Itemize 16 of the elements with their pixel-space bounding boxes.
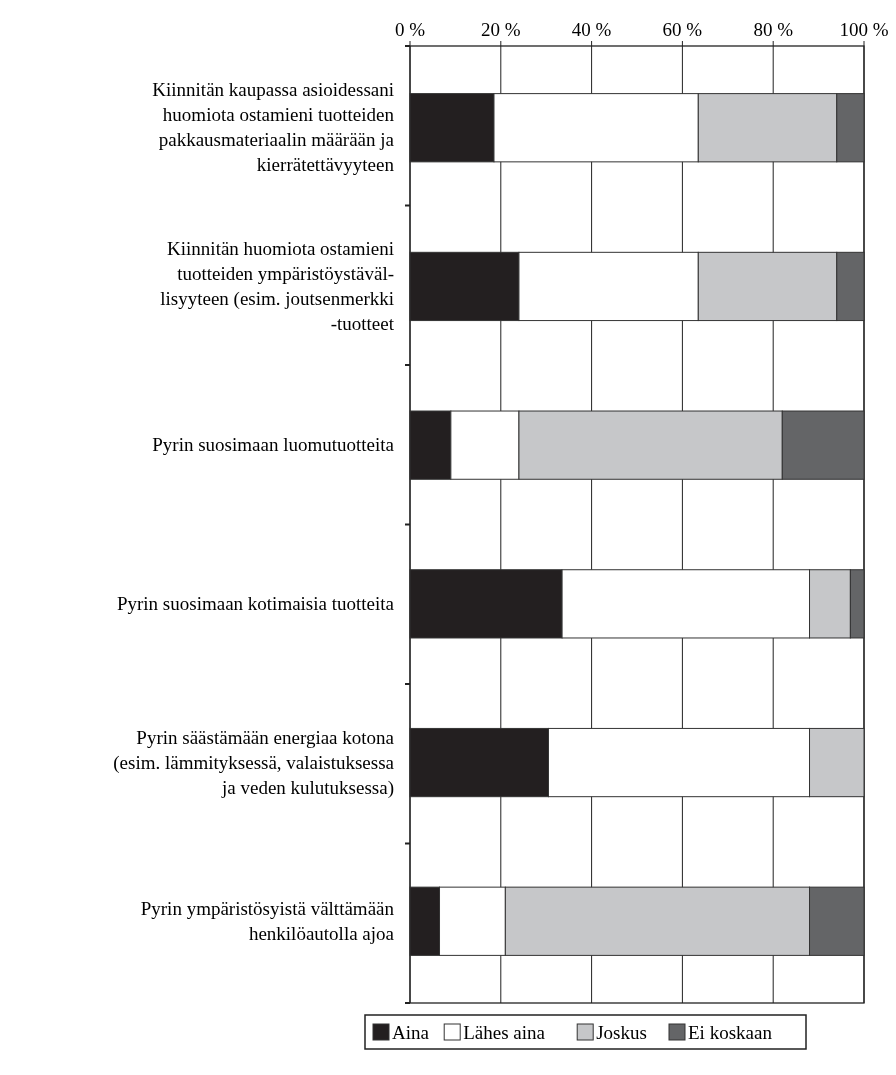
- x-tick-label: 40 %: [571, 19, 612, 40]
- y-tick-label: Pyrin suosimaan kotimaisia tuotteita: [116, 592, 395, 614]
- y-tick-label: Pyrin säästämään energiaa kotona (esim. lämmityksessä, valaistuksessa ja veden kulutuksessa): [113, 726, 395, 799]
- y-tick-label: Kiinnitän huomiota ostamieni tuotteiden ympäristöystäväl- lisyyteen (esim. joutsenmerkki -tuotteet: [160, 237, 395, 334]
- legend-label: Joskus: [596, 1022, 647, 1043]
- legend-label: Lähes aina: [463, 1022, 546, 1043]
- y-tick-label: Pyrin suosimaan luomutuotteita: [152, 434, 395, 456]
- x-tick-label: 60 %: [662, 19, 703, 40]
- x-tick-label: 20 %: [481, 19, 521, 40]
- x-tick-label: 100 %: [839, 19, 889, 40]
- legend-label: Aina: [392, 1022, 430, 1043]
- x-tick-label: 0 %: [394, 19, 426, 40]
- y-tick-label: Kiinnitän kaupassa asioidessani huomiota ostamieni tuotteiden pakkausmateriaalin määrään ja kierrätettävyyteen: [152, 79, 395, 176]
- x-tick-label: 80 %: [753, 19, 794, 40]
- legend-label: Ei koskaan: [688, 1022, 773, 1043]
- y-tick-label: Pyrin ympäristösyistä välttämään henkilöautolla ajoa: [140, 897, 395, 944]
